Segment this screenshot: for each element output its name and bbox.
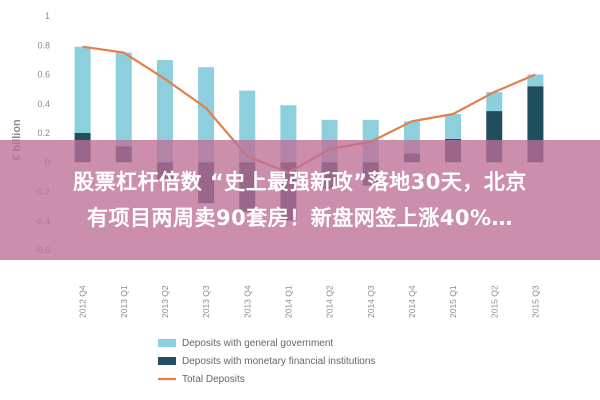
- headline-banner[interactable]: 股票杠杆倍数 “史上最强新政”落地30天，北京 有项目两周卖90套房！新盘网签上…: [0, 140, 600, 260]
- headline-line-2: 有项目两周卖90套房！新盘网签上涨40%…: [87, 206, 513, 230]
- x-tick-label: 2014 Q1: [283, 285, 293, 318]
- legend-swatch-monetary-institutions: [158, 357, 176, 365]
- y-tick-label: 1: [45, 11, 50, 21]
- y-tick-label: 0.8: [37, 40, 50, 50]
- x-tick-label: 2015 Q2: [489, 285, 499, 318]
- bar-general-government: [156, 59, 173, 163]
- x-tick-label: 2012 Q4: [78, 285, 88, 318]
- x-tick-label: 2013 Q3: [201, 285, 211, 318]
- x-tick-label: 2014 Q3: [366, 285, 376, 318]
- x-tick-label: 2013 Q4: [242, 285, 252, 318]
- y-tick-label: 0.4: [37, 99, 50, 109]
- x-axis-labels: 2012 Q4 2013 Q1 2013 Q2 2013 Q3 2013 Q4 2014 …: [78, 285, 541, 318]
- legend: Deposits with general government Deposits…: [158, 338, 375, 385]
- headline-line-1: 股票杠杆倍数 “史上最强新政”落地30天，北京: [73, 170, 527, 194]
- y-tick-label: 0.2: [37, 128, 50, 138]
- legend-label: Deposits with general government: [182, 338, 333, 349]
- x-tick-label: 2014 Q2: [325, 285, 335, 318]
- bar-general-government: [445, 113, 462, 139]
- x-tick-label: 2015 Q1: [448, 285, 458, 318]
- legend-label: Deposits with monetary financial institu…: [182, 356, 375, 367]
- bar-general-government: [74, 46, 91, 133]
- x-tick-label: 2013 Q2: [160, 285, 170, 318]
- bar-general-government: [486, 92, 503, 112]
- legend-swatch-general-government: [158, 339, 176, 347]
- x-tick-label: 2014 Q4: [407, 285, 417, 318]
- bar-general-government: [198, 67, 215, 163]
- y-tick-label: 0.6: [37, 70, 50, 80]
- x-tick-label: 2015 Q3: [530, 285, 540, 318]
- x-tick-label: 2013 Q1: [119, 285, 129, 318]
- bar-general-government: [115, 52, 132, 147]
- bar-general-government: [527, 74, 544, 87]
- legend-label: Total Deposits: [182, 374, 245, 385]
